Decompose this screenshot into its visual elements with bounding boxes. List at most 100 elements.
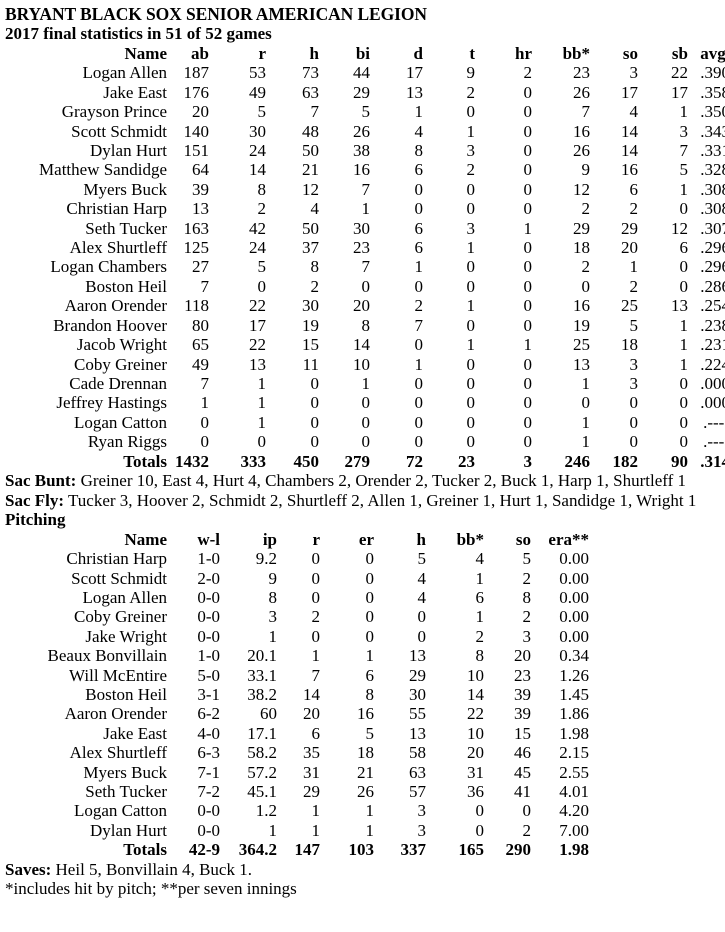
- pitching-so: 20: [514, 646, 531, 666]
- batting-avg: .308: [700, 179, 725, 199]
- batting-h: 2: [310, 276, 320, 296]
- player-name: Christian Harp: [66, 549, 167, 569]
- saves-text: Heil 5, Bonvillain 4, Buck 1.: [55, 859, 252, 879]
- batting-so: 2: [629, 199, 639, 219]
- batting-totals-so: 182: [612, 451, 639, 471]
- batting-t: 0: [466, 102, 476, 122]
- batting-hr: 0: [523, 412, 533, 432]
- batting-sb: 0: [679, 432, 689, 452]
- batting-ab: 151: [183, 141, 210, 161]
- batting-so: 0: [629, 432, 639, 452]
- pitching-r: 1: [311, 820, 321, 840]
- pitching-totals-row: Totals 42-9 364.2 147 103 337 165 290 1.…: [5, 840, 725, 859]
- batting-col-hr: hr: [515, 44, 532, 63]
- batting-t: 0: [466, 257, 476, 277]
- batting-bi: 10: [353, 354, 370, 374]
- pitching-bb: 2: [475, 626, 485, 646]
- pitching-so: 0: [522, 801, 532, 821]
- pitching-era: 0.00: [559, 549, 589, 569]
- batting-d: 0: [414, 412, 424, 432]
- pitching-spacer: [589, 704, 725, 723]
- pitching-spacer: [589, 782, 725, 801]
- pitching-wl: 1-0: [197, 646, 220, 666]
- player-name: Seth Tucker: [85, 782, 167, 801]
- batting-avg: .390: [700, 63, 725, 83]
- batting-totals-h: 450: [293, 451, 320, 471]
- batting-so: 1: [629, 257, 639, 277]
- batting-bb: 2: [581, 257, 591, 277]
- batting-d: 0: [414, 276, 424, 296]
- pitching-spacer: [589, 588, 725, 607]
- batting-hr: 0: [523, 257, 533, 277]
- batting-bi: 8: [361, 315, 371, 335]
- batting-so: 3: [629, 354, 639, 374]
- batting-avg: .231: [700, 335, 725, 355]
- player-name: Jake Wright: [85, 626, 167, 646]
- table-row: Seth Tucker 163 42 50 30 6 3 1 29 29 12 .307: [5, 219, 725, 238]
- batting-sb: 1: [679, 179, 689, 199]
- batting-bi: 0: [361, 412, 371, 432]
- table-row: Grayson Prince 20 5 7 5 1 0 0 7 4 1 .350: [5, 102, 725, 121]
- table-row: Alex Shurtleff 6-3 58.2 35 18 58 20 46 2.15: [5, 743, 725, 762]
- batting-bb: 7: [581, 102, 591, 122]
- pitching-bb: 36: [467, 782, 484, 801]
- batting-ab: 65: [192, 335, 209, 355]
- sac-bunt-text: Greiner 10, East 4, Hurt 4, Chambers 2, …: [80, 470, 687, 490]
- batting-bb: 1: [581, 373, 591, 393]
- batting-totals-hr: 3: [523, 451, 533, 471]
- pitching-spacer: [589, 627, 725, 646]
- batting-bb: 26: [573, 82, 590, 102]
- batting-ab: 20: [192, 102, 209, 122]
- batting-avg: .238: [700, 315, 725, 335]
- player-name: Brandon Hoover: [53, 315, 167, 335]
- pitching-h: 13: [409, 646, 426, 666]
- batting-hr: 0: [523, 102, 533, 122]
- table-row: Matthew Sandidge 64 14 21 16 6 2 0 9 16 5 .328: [5, 160, 725, 179]
- batting-avg: .331: [700, 141, 725, 161]
- batting-r: 30: [249, 121, 266, 141]
- pitching-wl: 7-1: [197, 762, 220, 782]
- batting-d: 17: [406, 63, 423, 83]
- batting-ab: 27: [192, 257, 209, 277]
- batting-sb: 12: [671, 218, 688, 238]
- player-name: Logan Chambers: [50, 257, 167, 277]
- batting-ab: 125: [183, 238, 210, 258]
- pitching-r: 1: [311, 646, 321, 666]
- pitching-totals-r: 147: [294, 840, 321, 860]
- batting-r: 17: [249, 315, 266, 335]
- batting-sb: 3: [679, 121, 689, 141]
- batting-d: 2: [414, 296, 424, 316]
- batting-so: 0: [629, 393, 639, 413]
- batting-so: 5: [629, 315, 639, 335]
- pitching-so: 8: [522, 587, 532, 607]
- player-name: Christian Harp: [66, 199, 167, 219]
- batting-avg: .350: [700, 102, 725, 122]
- batting-ab: 49: [192, 354, 209, 374]
- batting-header-row: Name ab r h bi d t hr bb* so sb avg.: [5, 44, 725, 63]
- batting-totals-t: 23: [458, 451, 475, 471]
- batting-h: 15: [302, 335, 319, 355]
- batting-h: 12: [302, 179, 319, 199]
- table-row: Myers Buck 7-1 57.2 31 21 63 31 45 2.55: [5, 763, 725, 782]
- batting-sb: 0: [679, 199, 689, 219]
- batting-r: 49: [249, 82, 266, 102]
- batting-bi: 5: [361, 102, 371, 122]
- pitching-wl: 6-2: [197, 704, 220, 724]
- batting-h: 7: [310, 102, 320, 122]
- player-name: Jake East: [103, 723, 167, 743]
- batting-col-d: d: [413, 44, 423, 63]
- batting-col-avg: avg.: [700, 44, 725, 63]
- pitching-body: Christian Harp 1-0 9.2 0 0 5 4 5 0.00 Scott Schmi…: [5, 549, 725, 840]
- page-title: BRYANT BLACK SOX SENIOR AMERICAN LEGION: [5, 4, 427, 24]
- batting-t: 1: [466, 296, 476, 316]
- pitching-spacer: [589, 569, 725, 588]
- pitching-r: 0: [311, 626, 321, 646]
- batting-r: 42: [249, 218, 266, 238]
- table-row: Aaron Orender 6-2 60 20 16 55 22 39 1.86: [5, 704, 725, 723]
- pitching-wl: 7-2: [197, 782, 220, 801]
- batting-h: 63: [302, 82, 319, 102]
- batting-so: 18: [621, 335, 638, 355]
- batting-so: 14: [621, 141, 638, 161]
- saves-line: Saves: Heil 5, Bonvillain 4, Buck 1.: [5, 860, 725, 880]
- batting-bi: 20: [353, 296, 370, 316]
